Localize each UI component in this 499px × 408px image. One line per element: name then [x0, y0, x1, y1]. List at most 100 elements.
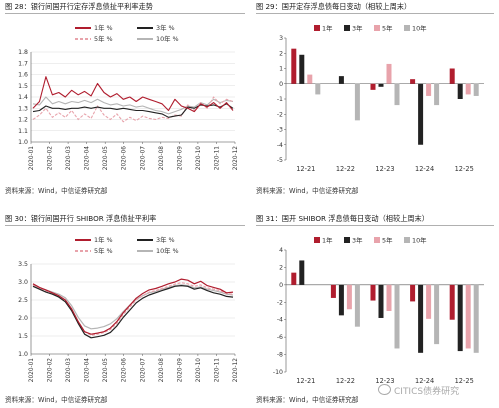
y-tick-label: 3.0 — [18, 279, 28, 286]
chart-panel-fig31: 图 31：国开 SHIBOR 浮息债每日变动（相较上周末） 1年 3年 5年 10年 4… — [256, 214, 494, 408]
legend-label: 3年 — [352, 24, 363, 33]
legend-label: 3年 % — [156, 235, 175, 244]
watermark: CITICS债券研究 — [378, 384, 459, 397]
x-tick-label: 2020-04 — [85, 146, 91, 171]
x-tick-label: 2020-02 — [48, 358, 54, 383]
y-tick-label: 1.0 — [18, 351, 28, 358]
legend-label: 10年 % — [156, 34, 179, 43]
legend-swatch — [374, 25, 380, 31]
bar — [465, 284, 471, 349]
bar — [370, 284, 376, 301]
x-tick-label: 2020-05 — [103, 146, 109, 171]
bar — [378, 83, 384, 87]
legend-label: 1年 % — [94, 23, 113, 32]
legend-label: 1年 % — [94, 235, 113, 244]
y-tick-label: 1.1 — [18, 128, 28, 135]
chart-panel-fig28: 图 28：银行间国开行定存浮息债扯平利率走势 1年 % 3年 % 5年 % 10年 %… — [5, 2, 245, 198]
series-line — [32, 278, 234, 335]
x-tick-label: 2020-01 — [29, 146, 35, 171]
y-tick-label: 2.5 — [18, 297, 28, 304]
x-tick-label: 12-24 — [415, 165, 434, 173]
series-line — [32, 76, 234, 113]
x-tick-label: 12-21 — [296, 377, 315, 385]
legend-swatch — [314, 237, 320, 243]
bar — [457, 83, 463, 99]
y-tick-label: 0 — [279, 81, 283, 88]
title-divider — [256, 225, 494, 226]
y-tick-label: 3 — [279, 35, 283, 42]
bar — [394, 83, 400, 106]
wechat-icon — [378, 384, 391, 395]
bar — [410, 79, 416, 84]
y-tick-label: 1.5 — [18, 83, 28, 90]
x-tick-label: 2020-01 — [29, 358, 35, 383]
series-line — [32, 284, 234, 339]
legend-label: 10年 % — [156, 246, 179, 255]
source-note: 资料来源：Wind，中信证券研究部 — [256, 187, 359, 195]
bar — [354, 83, 360, 121]
legend-swatch — [404, 237, 410, 243]
x-tick-label: 12-25 — [455, 165, 474, 173]
bar — [457, 284, 463, 352]
x-tick-label: 2020-10 — [196, 358, 202, 383]
legend-label: 5年 % — [94, 246, 113, 255]
x-tick-label: 2020-08 — [159, 146, 165, 171]
x-tick-label: 12-23 — [375, 165, 394, 173]
watermark-text: CITICS债券研究 — [394, 387, 460, 397]
bar-chart-fig31: 1年 3年 5年 10年 4 2 0 -2 -4 -6 -8 -10 12-21 12-22 12-23 12… — [273, 236, 484, 385]
legend-swatch — [404, 25, 410, 31]
legend-label: 3年 — [352, 236, 363, 245]
bar — [291, 48, 297, 84]
x-tick-label: 2020-06 — [122, 146, 128, 171]
source-note: 资料来源：Wind，中信证券研究部 — [5, 396, 108, 404]
x-tick-label: 2020-11 — [214, 358, 220, 383]
y-tick-label: 2 — [279, 50, 283, 57]
y-tick-label: -2 — [277, 111, 283, 118]
line-chart-fig30: 1年 % 3年 %5年 % 10年 %3.53.02.52.01.51.02020-… — [18, 235, 239, 383]
x-tick-label: 12-23 — [375, 377, 394, 385]
y-tick-label: -4 — [277, 317, 283, 324]
x-tick-label: 2020-03 — [66, 146, 72, 171]
chart-panel-fig29: 图 29：国开定存浮息债每日变动（相较上周末） 1年 3年 5年 10年 3 2 1 0 -1 -… — [256, 2, 494, 198]
line-chart-fig28: 1年 % 3年 % 5年 % 10年 % 1.8 1.7 1.6 1.5 1.4 1.3 1.2 1.… — [18, 23, 239, 171]
chart-title: 图 30：银行间国开行 SHIBOR 浮息债扯平利率 — [5, 214, 157, 223]
x-tick-label: 2020-09 — [177, 358, 183, 383]
y-tick-label: 0 — [279, 282, 283, 289]
bar — [434, 83, 440, 106]
x-tick-label: 12-22 — [336, 165, 355, 173]
bar — [449, 68, 455, 84]
y-tick-label: 3.5 — [18, 261, 28, 268]
y-tick-label: -3 — [277, 127, 283, 134]
legend-swatch — [314, 25, 320, 31]
bar — [299, 54, 305, 84]
x-tick-label: 2020-10 — [196, 146, 202, 171]
bar — [386, 284, 392, 311]
x-tick-label: 2020-07 — [140, 146, 146, 171]
y-tick-label: -6 — [277, 334, 283, 341]
y-tick-label: 2.0 — [18, 315, 28, 322]
bar — [370, 83, 376, 90]
y-tick-label: 1.5 — [18, 333, 28, 340]
x-tick-label: 2020-06 — [122, 358, 128, 383]
legend-swatch — [344, 25, 350, 31]
title-divider — [256, 13, 494, 14]
y-tick-label: -4 — [277, 142, 283, 149]
y-tick-label: -5 — [277, 157, 283, 164]
y-tick-label: -10 — [273, 369, 283, 376]
y-tick-label: -8 — [277, 352, 283, 359]
y-tick-label: 1.7 — [18, 60, 28, 67]
legend-swatch — [374, 237, 380, 243]
series-line — [32, 96, 234, 123]
legend-label: 1年 — [322, 24, 333, 33]
x-tick-label: 12-24 — [415, 377, 434, 385]
bar — [418, 284, 424, 353]
legend-label: 3年 % — [156, 23, 175, 32]
chart-title: 图 31：国开 SHIBOR 浮息债每日变动（相较上周末） — [256, 214, 429, 223]
y-tick-label: 1.6 — [18, 72, 28, 79]
chart-title: 图 28：银行间国开行定存浮息债扯平利率走势 — [5, 2, 153, 11]
y-tick-label: 2 — [279, 264, 283, 271]
series-line — [32, 282, 234, 336]
title-divider — [5, 225, 245, 226]
x-tick-label: 12-22 — [336, 377, 355, 385]
x-tick-label: 12-25 — [455, 377, 474, 385]
